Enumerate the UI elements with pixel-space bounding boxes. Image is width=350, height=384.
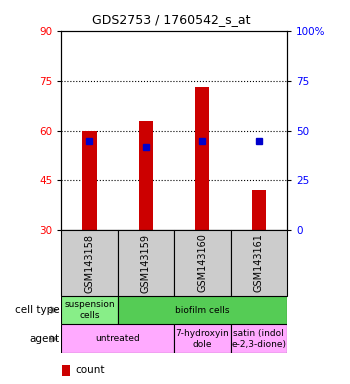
Text: GSM143159: GSM143159 (141, 233, 151, 293)
Text: GSM143161: GSM143161 (254, 233, 264, 293)
Bar (195, 87, 209, 230)
Bar (82, 131, 97, 230)
Bar (231, 324, 287, 353)
Bar (61, 296, 118, 324)
Bar (174, 324, 231, 353)
Text: suspension
cells: suspension cells (64, 300, 115, 320)
Text: agent: agent (29, 334, 60, 344)
Text: count: count (75, 366, 105, 376)
Bar (231, 230, 287, 296)
Bar (61, 324, 174, 353)
Bar (62, 365, 70, 376)
Bar (118, 230, 174, 296)
Bar (61, 230, 118, 296)
Text: satin (indol
e-2,3-dione): satin (indol e-2,3-dione) (231, 329, 286, 349)
Bar (118, 296, 287, 324)
Text: GSM143158: GSM143158 (84, 233, 94, 293)
Text: 7-hydroxyin
dole: 7-hydroxyin dole (175, 329, 229, 349)
Bar (139, 121, 153, 230)
Text: GDS2753 / 1760542_s_at: GDS2753 / 1760542_s_at (92, 13, 251, 26)
Text: untreated: untreated (95, 334, 140, 343)
Bar (174, 230, 231, 296)
Bar (252, 190, 266, 230)
Text: biofilm cells: biofilm cells (175, 306, 230, 314)
Text: cell type: cell type (15, 305, 60, 315)
Text: GSM143160: GSM143160 (197, 233, 207, 293)
